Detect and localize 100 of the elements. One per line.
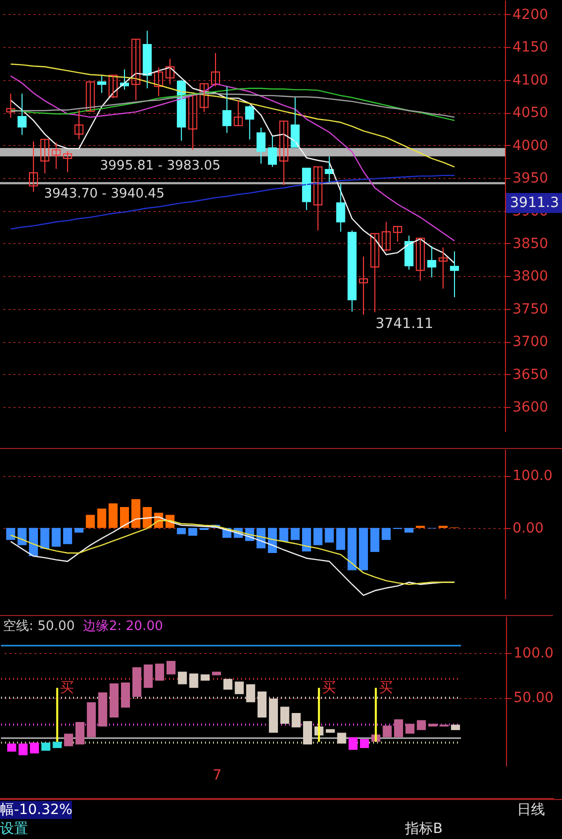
bar — [405, 724, 414, 734]
bar — [188, 528, 198, 536]
candlestick — [74, 109, 84, 140]
bar — [108, 503, 118, 528]
candlestick — [200, 83, 209, 112]
bar — [394, 719, 404, 738]
bar — [189, 673, 198, 688]
bar — [28, 528, 38, 556]
bar — [52, 742, 62, 748]
candlestick — [6, 93, 16, 118]
line-series — [10, 64, 456, 168]
bar — [120, 507, 129, 528]
bar — [200, 528, 209, 530]
text: 日线 — [517, 801, 545, 819]
bar — [360, 739, 369, 748]
y-tick-label: 4100 — [512, 72, 548, 88]
bar — [64, 734, 74, 746]
bar — [166, 660, 176, 674]
line-series — [10, 520, 456, 585]
bar — [75, 722, 84, 744]
y-tick-label: 4200 — [512, 6, 548, 23]
candlestick — [358, 256, 368, 316]
candlestick — [211, 52, 220, 87]
bar — [178, 672, 187, 684]
candlestick — [393, 226, 402, 242]
candlestick — [268, 136, 277, 168]
y-tick-label: 100.0 — [512, 468, 553, 484]
bar — [74, 528, 84, 533]
bar — [428, 724, 438, 726]
y-tick-label: 3950 — [512, 170, 548, 187]
bar — [97, 508, 106, 528]
bar — [324, 528, 334, 543]
bar — [234, 682, 244, 694]
y-tick-label: 3650 — [512, 366, 548, 383]
line-series — [10, 174, 456, 230]
candlestick — [382, 221, 391, 252]
bar — [132, 667, 142, 697]
bar — [318, 688, 320, 742]
bar — [40, 528, 50, 549]
bar — [56, 688, 58, 742]
bar — [337, 732, 346, 744]
bar — [374, 688, 377, 742]
bar — [63, 528, 72, 544]
y-tick-label: 100.0 — [514, 645, 554, 662]
candlestick — [28, 140, 38, 192]
y-tick-label: 3600 — [512, 400, 548, 416]
data-label: 买 — [378, 680, 393, 696]
candlestick — [40, 138, 50, 174]
candlestick — [416, 237, 425, 282]
candlestick — [370, 233, 380, 313]
bar — [7, 744, 16, 752]
y-tick-label: 3700 — [512, 334, 548, 350]
bar — [416, 720, 426, 730]
bar — [290, 528, 300, 540]
candlestick — [438, 246, 448, 290]
data-label: 买 — [322, 680, 336, 696]
bar — [246, 684, 256, 702]
text: 指标B — [405, 820, 443, 838]
bar — [18, 744, 28, 756]
bar — [382, 528, 391, 540]
bar — [52, 528, 61, 547]
bar — [212, 672, 222, 676]
ref-line-label: 空线: 50.00 — [3, 619, 75, 634]
band-label: 3943.70 - 3940.45 — [44, 186, 164, 202]
bar — [404, 528, 414, 533]
annotation: 3741.11 — [375, 316, 434, 332]
y-tick-label: 3850 — [512, 236, 548, 252]
y-tick-label: 0.00 — [512, 520, 544, 536]
bar — [86, 702, 96, 738]
candlestick — [427, 246, 436, 278]
bar — [303, 721, 312, 744]
bar — [86, 514, 95, 528]
bar — [358, 528, 368, 570]
bar — [6, 528, 16, 540]
candlestick — [52, 142, 61, 170]
bar — [382, 726, 392, 738]
data-label: 买 — [60, 680, 74, 696]
bar — [131, 499, 140, 528]
bar — [450, 724, 460, 730]
ref-line-label: 边缘2: 20.00 — [83, 619, 163, 634]
bar — [348, 528, 357, 570]
bar — [176, 528, 186, 534]
bar — [302, 528, 312, 552]
x-tick-label: 7 — [212, 768, 222, 784]
candlestick — [188, 94, 198, 150]
band-label: 3995.81 - 3983.05 — [100, 158, 220, 174]
candlestick — [166, 58, 174, 85]
candlestick — [450, 250, 459, 298]
bar — [18, 528, 27, 546]
candlestick — [234, 100, 243, 126]
bar — [292, 713, 301, 728]
bar — [279, 528, 288, 542]
bar — [268, 528, 277, 554]
candlestick — [313, 166, 322, 231]
candlestick — [18, 93, 27, 136]
y-tick-label: 3800 — [512, 268, 548, 285]
bar — [98, 692, 108, 726]
bar — [348, 737, 358, 750]
candlestick — [86, 81, 95, 112]
text: 设置 — [0, 820, 28, 838]
